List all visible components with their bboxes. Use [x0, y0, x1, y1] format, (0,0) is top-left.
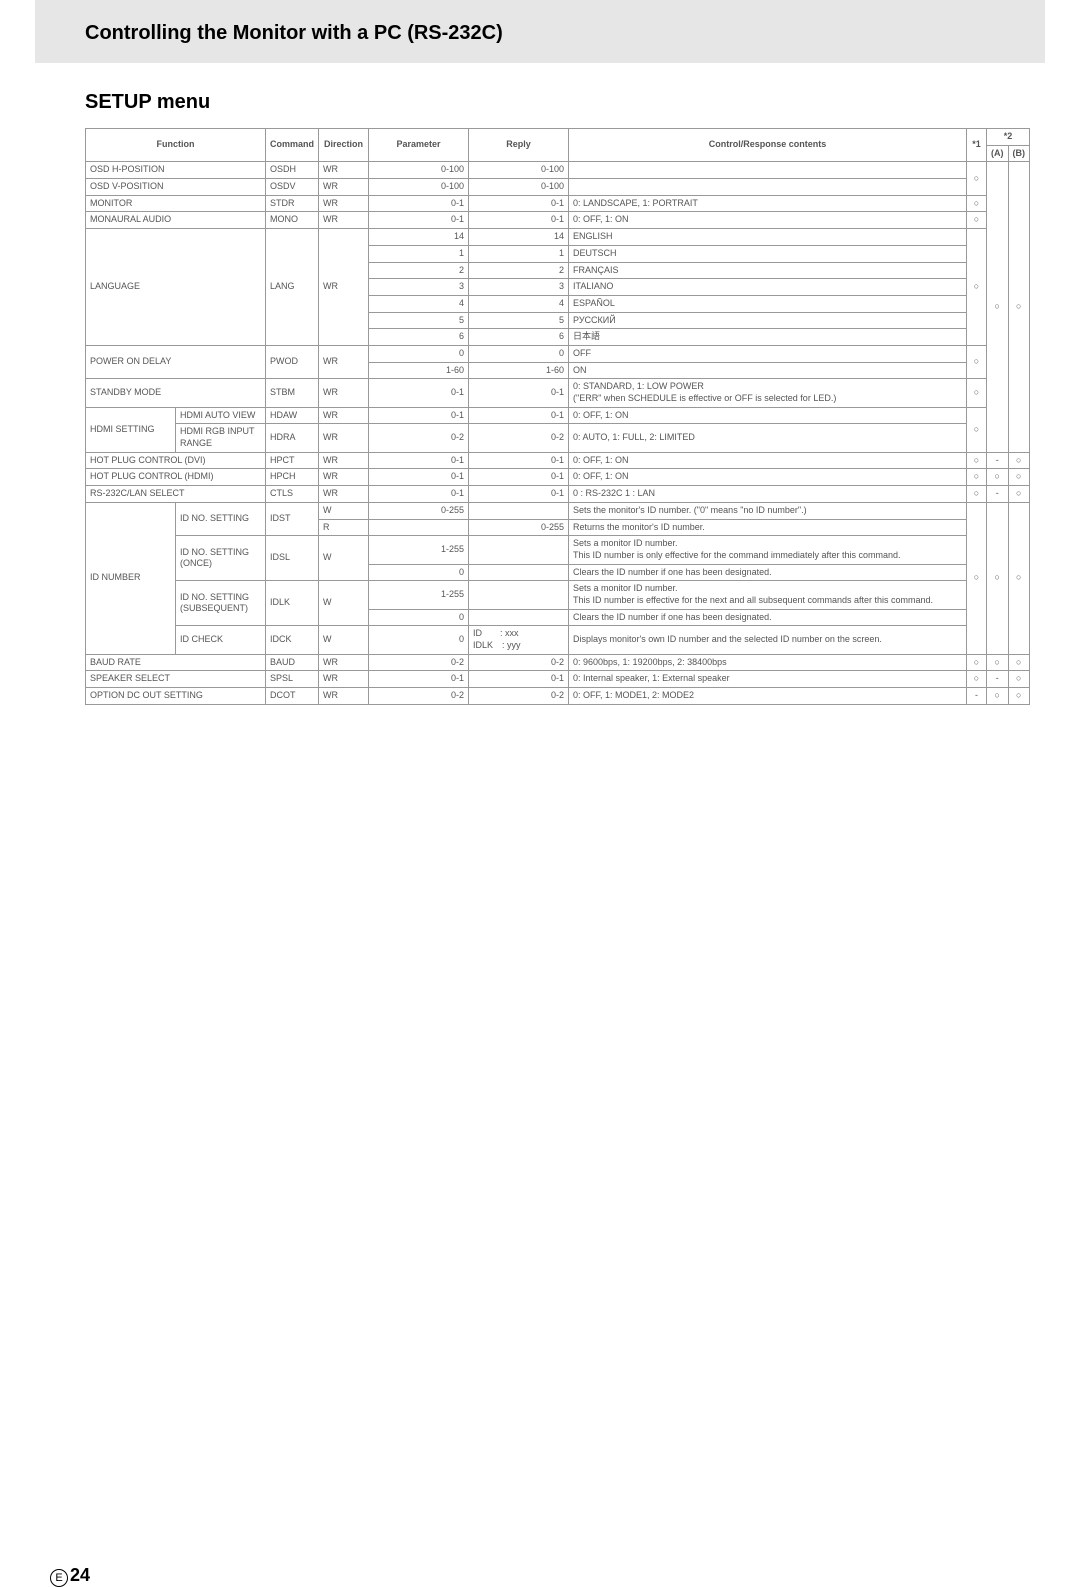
table-row: HOT PLUG CONTROL (DVI) HPCT WR 0-1 0-1 0… [86, 452, 1030, 469]
table-row: HOT PLUG CONTROL (HDMI) HPCH WR 0-1 0-1 … [86, 469, 1030, 486]
col-direction: Direction [319, 129, 369, 162]
table-row: SPEAKER SELECT SPSL WR 0-1 0-1 0: Intern… [86, 671, 1030, 688]
table-row: HDMI RGB INPUT RANGE HDRA WR 0-2 0-2 0: … [86, 424, 1030, 452]
table-row: MONAURAL AUDIO MONO WR 0-1 0-1 0: OFF, 1… [86, 212, 1030, 229]
table-row: MONITOR STDR WR 0-1 0-1 0: LANDSCAPE, 1:… [86, 195, 1030, 212]
page-title: Controlling the Monitor with a PC (RS-23… [85, 22, 995, 45]
table-row: HDMI SETTING HDMI AUTO VIEW HDAW WR 0-1 … [86, 407, 1030, 424]
table-row: ID NO. SETTING (SUBSEQUENT) IDLK W 1-255… [86, 581, 1030, 609]
section-subtitle: SETUP menu [85, 91, 1030, 114]
table-row: BAUD RATE BAUD WR 0-2 0-2 0: 9600bps, 1:… [86, 654, 1030, 671]
table-row: ID NO. SETTING (ONCE) IDSL W 1-255 Sets … [86, 536, 1030, 564]
page-region-icon: E [50, 1569, 68, 1587]
table-row: ID NUMBER ID NO. SETTING IDST W 0-255 Se… [86, 502, 1030, 519]
table-row: POWER ON DELAY PWOD WR 0 0 OFF ○ [86, 345, 1030, 362]
table-row: RS-232C/LAN SELECT CTLS WR 0-1 0-1 0 : R… [86, 486, 1030, 503]
table-row: LANGUAGE LANG WR 14 14 ENGLISH ○ [86, 229, 1030, 246]
col-parameter: Parameter [369, 129, 469, 162]
table-row: ID CHECK IDCK W 0 ID : xxx IDLK : yyy Di… [86, 626, 1030, 654]
table-row: STANDBY MODE STBM WR 0-1 0-1 0: STANDARD… [86, 379, 1030, 407]
col-reply: Reply [469, 129, 569, 162]
setup-menu-table: Function Command Direction Parameter Rep… [85, 128, 1030, 705]
col-content: Control/Response contents [569, 129, 967, 162]
col-b: (B) [1008, 145, 1030, 162]
col-star1: *1 [967, 129, 987, 162]
col-star2: *2 [987, 129, 1030, 146]
table-row: OPTION DC OUT SETTING DCOT WR 0-2 0-2 0:… [86, 688, 1030, 705]
table-row: OSD H-POSITION OSDH WR 0-100 0-100 ○ ○ ○ [86, 162, 1030, 179]
table-row: OSD V-POSITION OSDV WR 0-100 0-100 [86, 179, 1030, 196]
page-number: E24 [0, 1565, 1080, 1587]
col-command: Command [266, 129, 319, 162]
col-function: Function [86, 129, 266, 162]
col-a: (A) [987, 145, 1009, 162]
